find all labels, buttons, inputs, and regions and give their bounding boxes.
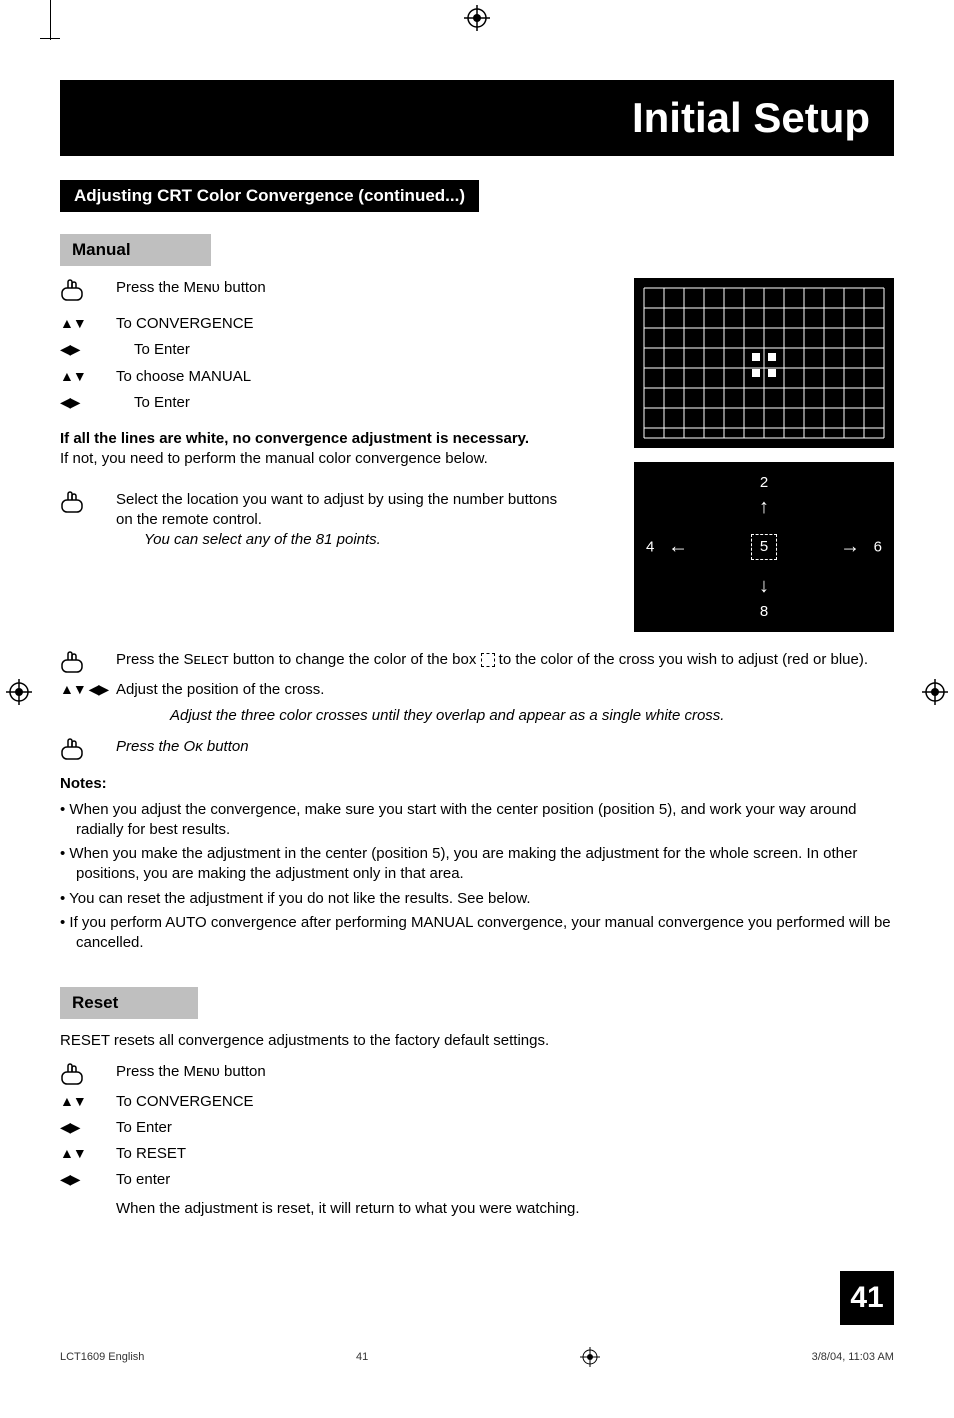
notes-list: When you adjust the convergence, make su…	[60, 800, 894, 954]
press-ok-italic: Press the Oᴋ button	[116, 737, 894, 757]
notes-heading: Notes:	[60, 775, 894, 792]
press-menu-text: Press the Mᴇɴᴜ button	[116, 278, 618, 298]
footer: LCT1609 English 41 3/8/04, 11:03 AM	[60, 1347, 894, 1367]
nav-center-box: 5	[751, 534, 777, 560]
leftright-arrows-icon: ◀▶	[60, 1118, 116, 1137]
nav-num-top: 2	[760, 474, 768, 491]
note-item: If you perform AUTO convergence after pe…	[60, 913, 894, 954]
page-title: Initial Setup	[84, 94, 870, 142]
arrow-left-icon: ←	[668, 536, 688, 559]
footer-center: 41	[356, 1351, 368, 1363]
select-location-text: Select the location you want to adjust b…	[116, 491, 557, 528]
adjust-position-text: Adjust the position of the cross.	[116, 680, 894, 700]
nav-num-center: 5	[760, 538, 768, 555]
registration-mark-footer	[580, 1347, 600, 1367]
page-number-box: 41	[840, 1271, 894, 1325]
reset-to-enter-lower: To enter	[116, 1170, 894, 1190]
arrow-up-icon: ↑	[759, 496, 769, 519]
updown-arrows-icon: ▲▼	[60, 314, 116, 333]
reset-to-convergence: To CONVERGENCE	[116, 1092, 894, 1112]
press-select-text: Press the Sᴇʟᴇᴄᴛ button to change the co…	[116, 650, 894, 670]
press-hand-icon	[60, 737, 88, 761]
to-convergence-text: To CONVERGENCE	[116, 314, 618, 334]
to-choose-manual-text: To choose MANUAL	[116, 367, 618, 387]
to-enter-text: To Enter	[116, 340, 618, 360]
title-banner: Initial Setup	[60, 80, 894, 156]
nav-num-right: 6	[874, 539, 882, 556]
leftright-arrows-icon: ◀▶	[60, 393, 116, 412]
leftright-arrows-icon: ◀▶	[60, 340, 116, 359]
adjust-three-italic: Adjust the three color crosses until the…	[170, 706, 894, 726]
reset-when-text: When the adjustment is reset, it will re…	[116, 1199, 894, 1219]
reset-heading: Reset	[60, 987, 198, 1019]
page-number: 41	[850, 1281, 883, 1315]
arrow-right-icon: →	[840, 536, 860, 559]
reset-press-menu: Press the Mᴇɴᴜ button	[116, 1062, 894, 1082]
reset-intro: RESET resets all convergence adjustments…	[60, 1031, 894, 1051]
reset-to-enter: To Enter	[116, 1118, 894, 1138]
updown-arrows-icon: ▲▼	[60, 367, 116, 386]
white-lines-paragraph: If all the lines are white, no convergen…	[60, 429, 540, 470]
section-heading: Adjusting CRT Color Convergence (continu…	[60, 180, 479, 212]
press-hand-icon	[60, 650, 88, 674]
select-location-italic: You can select any of the 81 points.	[116, 530, 381, 550]
updown-arrows-icon: ▲▼	[60, 1092, 116, 1111]
leftright-arrows-icon: ◀▶	[60, 1170, 116, 1189]
white-lines-bold: If all the lines are white, no convergen…	[60, 430, 529, 447]
updown-arrows-icon: ▲▼	[60, 1144, 116, 1163]
footer-left: LCT1609 English	[60, 1351, 144, 1363]
press-select-part1: Press the Sᴇʟᴇᴄᴛ button to change the co…	[116, 651, 481, 668]
navigation-figure: 2 ↑ 4 ← 5 → 6 ↓ 8	[634, 462, 894, 632]
note-item: When you make the adjustment in the cent…	[60, 844, 894, 885]
arrow-down-icon: ↓	[759, 575, 769, 598]
press-hand-icon	[60, 490, 88, 514]
footer-right: 3/8/04, 11:03 AM	[812, 1351, 894, 1363]
nav-num-left: 4	[646, 539, 654, 556]
press-hand-icon	[60, 278, 88, 302]
nav-num-bottom: 8	[760, 603, 768, 620]
all-arrows-icon: ▲▼ ◀▶	[60, 680, 116, 699]
white-lines-rest: If not, you need to perform the manual c…	[60, 450, 488, 467]
note-item: You can reset the adjustment if you do n…	[60, 889, 894, 909]
manual-heading: Manual	[60, 234, 211, 266]
reset-to-reset: To RESET	[116, 1144, 894, 1164]
press-select-part2: to the color of the cross you wish to ad…	[495, 651, 869, 668]
note-item: When you adjust the convergence, make su…	[60, 800, 894, 841]
to-enter-text-2: To Enter	[116, 393, 618, 413]
convergence-grid-figure	[634, 278, 894, 448]
dotted-box-icon	[481, 653, 495, 667]
press-hand-icon	[60, 1062, 88, 1086]
